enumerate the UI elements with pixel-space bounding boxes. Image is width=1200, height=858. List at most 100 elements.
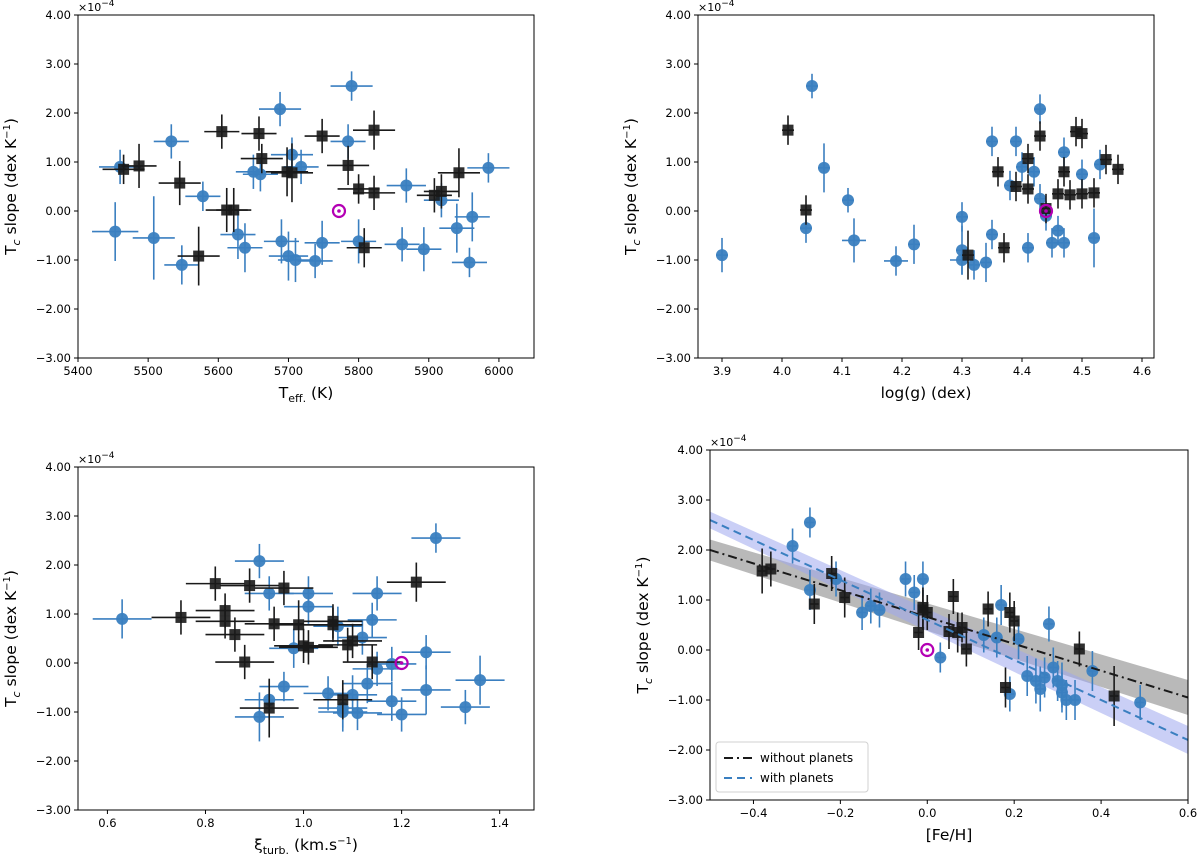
data-point-planet-host xyxy=(459,701,472,714)
data-point-planet-host xyxy=(147,231,160,244)
data-point-planet-host xyxy=(1058,146,1070,159)
data-point-planet-host xyxy=(890,254,902,267)
sun-marker xyxy=(394,655,409,671)
y-tick-label: 0.00 xyxy=(45,204,71,218)
x-axis-label: ξturb. (km.s−1) xyxy=(254,836,358,857)
data-point-no-planet xyxy=(1022,183,1034,195)
data-point-no-planet xyxy=(1064,189,1076,201)
data-point-planet-host xyxy=(1047,661,1060,674)
axes-frame xyxy=(77,14,535,359)
data-point-planet-host xyxy=(1060,694,1073,706)
y-tick-label: −3.00 xyxy=(668,793,703,807)
y-tick-label: −3.00 xyxy=(36,351,71,365)
y-tick-label: 2.00 xyxy=(665,106,691,120)
panel-logg-scatter: −3.00 −2.00 −1.00 0.00 1.00 2.00 3.00 4.00 3.9 4.… xyxy=(622,0,1155,402)
data-point-no-planet xyxy=(410,576,422,588)
data-point-planet-host xyxy=(417,243,430,256)
data-point-no-planet xyxy=(1034,130,1046,142)
data-point-no-planet xyxy=(998,242,1010,254)
data-point-no-planet xyxy=(1058,166,1070,178)
data-point-planet-host xyxy=(1022,241,1034,254)
data-point-no-planet xyxy=(992,166,1004,178)
data-point-planet-host xyxy=(786,540,799,552)
y-tick-label: 0.00 xyxy=(665,204,691,218)
data-point-no-planet xyxy=(756,565,768,577)
data-point-planet-host xyxy=(175,258,188,271)
data-point-planet-host xyxy=(289,254,302,266)
data-point-no-planet xyxy=(175,611,187,623)
data-point-no-planet xyxy=(286,167,298,179)
data-point-planet-host xyxy=(165,135,178,148)
data-point-planet-host xyxy=(1055,679,1068,691)
data-point-planet-host xyxy=(1088,231,1100,244)
data-point-planet-host xyxy=(295,160,308,173)
data-point-no-planet xyxy=(174,177,186,189)
y-tick-label: 2.00 xyxy=(45,106,71,120)
data-point-planet-host xyxy=(1052,224,1064,237)
y-tick-label: 3.00 xyxy=(677,493,703,507)
x-tick-label: 4.0 xyxy=(773,364,791,378)
data-point-planet-host xyxy=(1134,696,1147,709)
sun-marker xyxy=(1038,203,1054,219)
y-tick-label: −2.00 xyxy=(36,754,71,768)
data-point-no-planet xyxy=(839,592,851,603)
data-point-planet-host xyxy=(1021,670,1034,682)
sun-marker-dot xyxy=(1044,209,1048,213)
data-point-no-planet xyxy=(913,627,925,638)
data-point-planet-host xyxy=(842,194,854,207)
data-point-planet-host xyxy=(995,599,1008,611)
data-point-planet-host xyxy=(253,710,266,723)
y-offset-label: ×10−4 xyxy=(78,0,115,14)
data-point-no-planet xyxy=(826,568,838,579)
data-point-planet-host xyxy=(263,587,276,600)
data-point-no-planet xyxy=(368,124,380,136)
y-tick-label: −2.00 xyxy=(656,302,691,316)
x-tick-label: −0.4 xyxy=(739,806,767,820)
data-point-planet-host xyxy=(231,228,244,241)
sun-marker xyxy=(920,642,935,658)
data-point-planet-host xyxy=(482,161,495,174)
x-tick-label: 5500 xyxy=(134,364,163,378)
data-point-no-planet xyxy=(337,694,349,706)
fit-line-dashed xyxy=(710,519,1188,741)
data-point-planet-host xyxy=(934,651,947,664)
data-point-no-planet xyxy=(353,183,365,195)
legend-label: without planets xyxy=(760,751,853,765)
data-point-planet-host xyxy=(856,606,869,619)
data-point-no-planet xyxy=(1073,643,1085,655)
data-point-no-planet xyxy=(956,622,968,633)
data-point-planet-host xyxy=(803,584,816,596)
data-point-planet-host xyxy=(361,677,374,690)
data-point-planet-host xyxy=(1034,192,1046,205)
y-axis-label: Tc slope (dex K−1) xyxy=(634,557,655,695)
sun-marker xyxy=(331,203,347,219)
data-point-planet-host xyxy=(1046,236,1058,249)
data-point-no-planet xyxy=(428,189,440,201)
data-point-planet-host xyxy=(466,210,479,223)
data-point-planet-host xyxy=(302,600,315,613)
data-point-planet-host xyxy=(1086,665,1099,677)
data-point-planet-host xyxy=(346,688,359,701)
data-point-planet-host xyxy=(253,555,266,568)
data-point-planet-host xyxy=(1012,633,1025,645)
y-tick-label: 2.00 xyxy=(45,558,71,572)
data-point-planet-host xyxy=(1010,135,1022,148)
y-axis-label: Tc slope (dex K−1) xyxy=(2,118,23,256)
data-point-planet-host xyxy=(366,613,379,626)
data-point-no-planet xyxy=(435,185,447,197)
data-point-planet-host xyxy=(316,236,329,249)
data-point-planet-host xyxy=(1034,103,1046,116)
data-point-no-planet xyxy=(133,160,145,172)
y-tick-label: 2.00 xyxy=(677,543,703,557)
data-point-planet-host xyxy=(916,573,929,585)
data-point-planet-host xyxy=(385,695,398,708)
data-point-no-planet xyxy=(1088,187,1100,199)
sun-marker-dot xyxy=(925,648,930,652)
data-point-no-planet xyxy=(118,163,130,175)
data-point-no-planet xyxy=(239,656,251,668)
x-axis-label: Teff. (K) xyxy=(278,384,334,405)
y-tick-label: −2.00 xyxy=(36,302,71,316)
y-tick-label: 1.00 xyxy=(45,155,71,169)
data-point-planet-host xyxy=(1058,236,1070,249)
x-axis-label: log(g) (dex) xyxy=(881,384,972,402)
